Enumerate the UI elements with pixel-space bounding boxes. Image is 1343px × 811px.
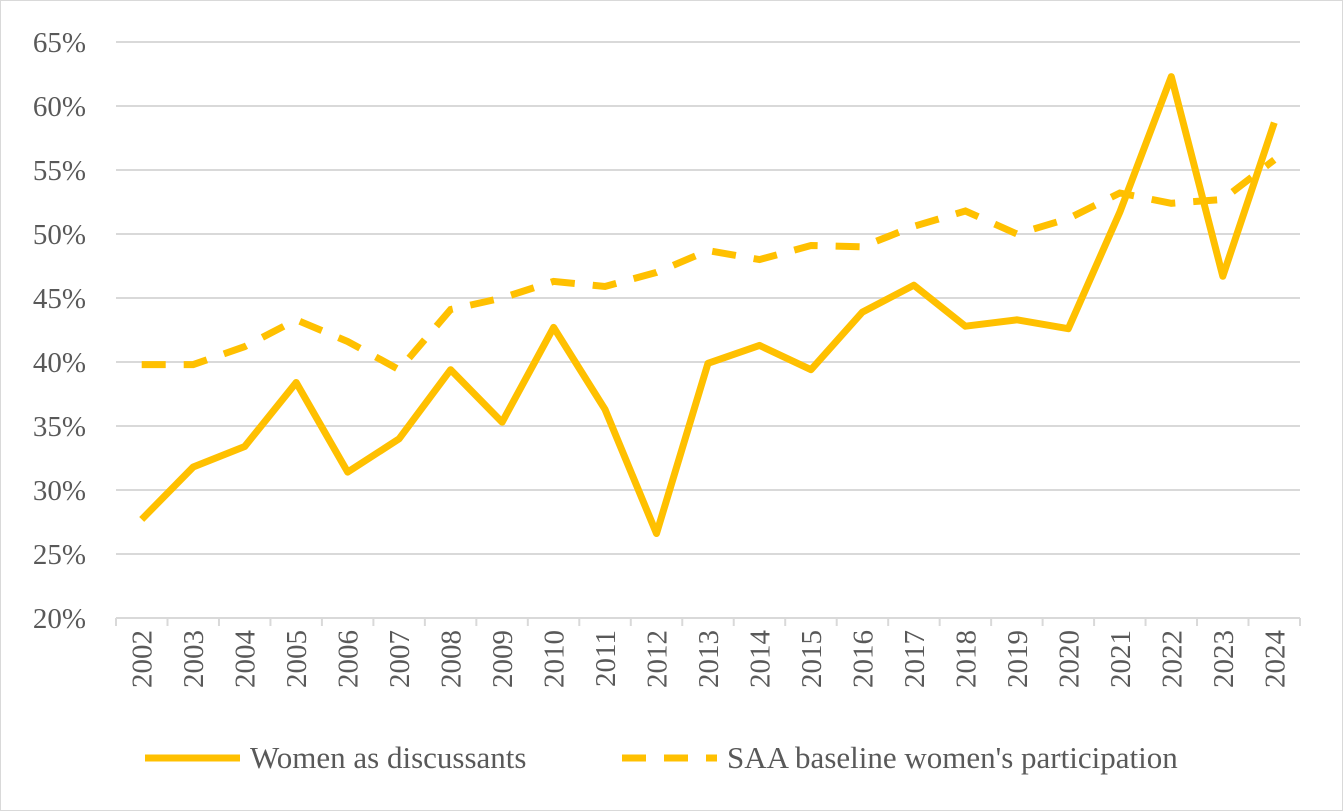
y-tick-label: 65% — [33, 27, 86, 59]
y-tick-label: 40% — [33, 347, 86, 379]
y-tick-label: 35% — [33, 411, 86, 443]
y-tick-label: 20% — [33, 603, 86, 635]
x-tick-label: 2018 — [950, 630, 982, 688]
series-line-saa-baseline — [141, 157, 1277, 375]
x-tick-label: 2006 — [333, 630, 365, 688]
x-tick-label: 2017 — [899, 630, 931, 688]
y-tick-label: 60% — [33, 91, 86, 123]
x-tick-label: 2003 — [178, 630, 210, 688]
gridlines — [116, 41, 1300, 555]
y-tick-label: 50% — [33, 219, 86, 251]
legend-label-saa-baseline: SAA baseline women's participation — [727, 740, 1178, 775]
x-tick-label: 2005 — [281, 630, 313, 688]
x-tick-label: 2016 — [847, 630, 879, 688]
x-tick-label: 2007 — [384, 630, 416, 688]
x-tick-label: 2010 — [539, 630, 571, 688]
y-tick-label: 30% — [33, 475, 86, 507]
y-tick-label: 45% — [33, 283, 86, 315]
x-tick-label: 2002 — [127, 630, 159, 688]
x-tick-label: 2021 — [1105, 630, 1137, 688]
x-tick-label: 2024 — [1259, 630, 1291, 689]
data-series — [139, 73, 1278, 537]
x-tick-label: 2013 — [693, 630, 725, 688]
x-axis — [115, 617, 1301, 626]
x-tick-label: 2012 — [642, 630, 674, 688]
x-tick-label: 2022 — [1156, 630, 1188, 688]
x-tick-label: 2014 — [744, 630, 776, 689]
series-line-women-as-discussants — [139, 73, 1278, 537]
y-tick-label: 55% — [33, 155, 86, 187]
y-axis-tick-labels: 20% 25% 30% 35% 40% 45% 50% 55% 60% 65% — [33, 27, 86, 635]
x-tick-label: 2023 — [1208, 630, 1240, 688]
x-axis-tick-labels: 2002 2003 2004 2005 2006 2007 2008 2009 2010 2011… — [127, 630, 1292, 689]
x-tick-label: 2020 — [1053, 630, 1085, 688]
y-tick-label: 25% — [33, 539, 86, 571]
x-tick-label: 2015 — [796, 630, 828, 688]
legend-label-women-as-discussants: Women as discussants — [250, 740, 526, 775]
x-tick-label: 2019 — [1002, 630, 1034, 688]
x-tick-label: 2011 — [590, 630, 622, 687]
legend: Women as discussants SAA baseline women'… — [145, 740, 1178, 775]
x-tick-label: 2004 — [230, 630, 262, 689]
x-tick-label: 2009 — [487, 630, 519, 688]
x-tick-label: 2008 — [436, 630, 468, 688]
